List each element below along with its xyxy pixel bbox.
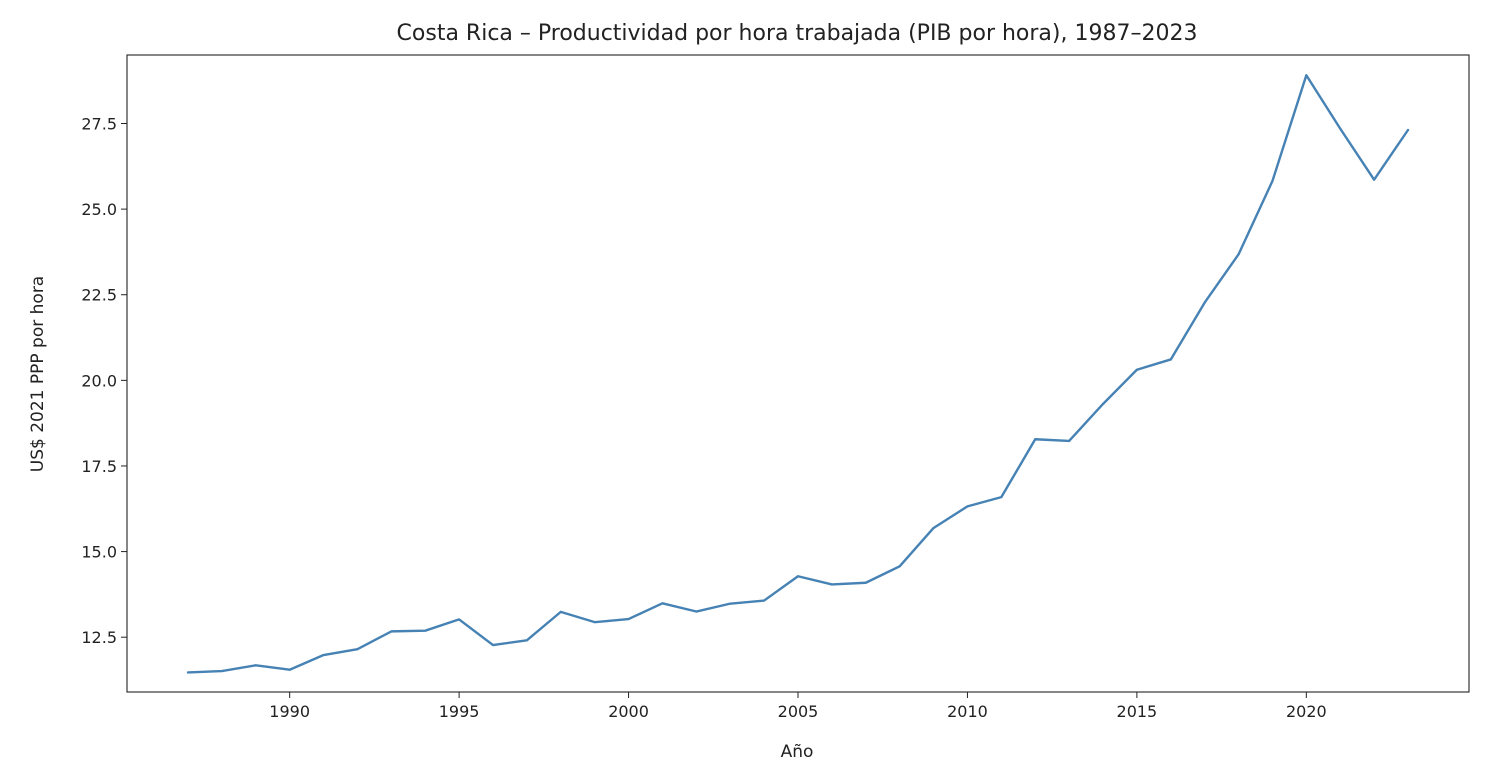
data-point: [1034, 438, 1037, 441]
data-point: [254, 664, 257, 667]
data-point: [1000, 496, 1003, 499]
data-point: [424, 629, 427, 632]
data-point: [458, 618, 461, 621]
data-point: [1203, 301, 1206, 304]
data-point: [1305, 74, 1308, 77]
data-point: [1339, 127, 1342, 130]
data-point: [390, 630, 393, 633]
x-tick-label: 2005: [778, 702, 819, 721]
x-tick-label: 1990: [269, 702, 310, 721]
data-point: [830, 583, 833, 586]
data-point: [797, 575, 799, 578]
data-point: [525, 639, 528, 642]
data-point: [1102, 402, 1104, 405]
y-axis-title: US$ 2021 PPP por hora: [28, 276, 48, 472]
data-point: [1271, 180, 1274, 183]
data-point: [1373, 178, 1376, 181]
data-point: [1068, 439, 1071, 442]
data-point: [695, 610, 698, 613]
chart-title: Costa Rica – Productividad por hora trab…: [397, 21, 1198, 46]
data-point: [356, 648, 359, 651]
data-point: [559, 610, 562, 613]
data-point: [729, 602, 732, 605]
data-point: [898, 565, 901, 568]
x-tick-label: 2015: [1117, 702, 1158, 721]
data-point: [932, 526, 935, 529]
data-point: [966, 505, 969, 508]
data-point: [1407, 129, 1409, 132]
y-tick-label: 15.0: [81, 543, 117, 562]
x-tick-label: 1995: [439, 702, 480, 721]
x-axis: 1990 1995 2000 2005 2010 2015 2020: [269, 692, 1327, 721]
data-point: [627, 618, 630, 621]
y-tick-label: 12.5: [81, 628, 117, 647]
plot-area-frame: [126, 54, 1470, 693]
y-tick-label: 27.5: [81, 114, 117, 133]
y-tick-label: 17.5: [81, 457, 117, 476]
data-point: [1135, 368, 1138, 371]
y-axis: 12.5 15.0 17.5 20.0 22.5 25.0 27.5: [81, 114, 127, 647]
x-tick-label: 2020: [1286, 702, 1327, 721]
x-tick-label: 2010: [947, 702, 988, 721]
y-tick-label: 22.5: [81, 286, 117, 305]
x-tick-label: 2000: [608, 702, 649, 721]
series-layer: [186, 74, 1410, 674]
data-point: [220, 670, 223, 673]
x-axis-title: Año: [781, 742, 814, 762]
data-point: [492, 644, 494, 647]
data-point: [187, 671, 189, 674]
data-point: [661, 602, 664, 605]
data-point: [1237, 253, 1240, 256]
data-point: [322, 654, 325, 657]
y-tick-label: 20.0: [81, 371, 117, 390]
y-tick-label: 25.0: [81, 200, 117, 219]
data-point: [1169, 358, 1172, 361]
data-point: [763, 599, 766, 602]
data-point: [864, 581, 867, 584]
data-point: [288, 668, 291, 671]
data-point: [593, 621, 596, 624]
series-line: [186, 74, 1410, 674]
